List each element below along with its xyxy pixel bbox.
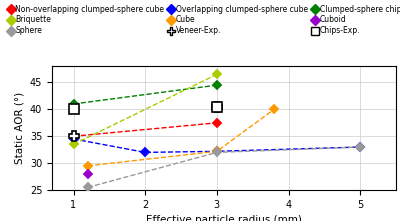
Y-axis label: Static AOR (°): Static AOR (°)	[14, 92, 24, 164]
X-axis label: Effective particle radius (mm): Effective particle radius (mm)	[146, 215, 302, 221]
Legend: Non-overlapping clumped-sphere cube, Briquette, Sphere, Overlapping clumped-sphe: Non-overlapping clumped-sphere cube, Bri…	[8, 4, 400, 36]
